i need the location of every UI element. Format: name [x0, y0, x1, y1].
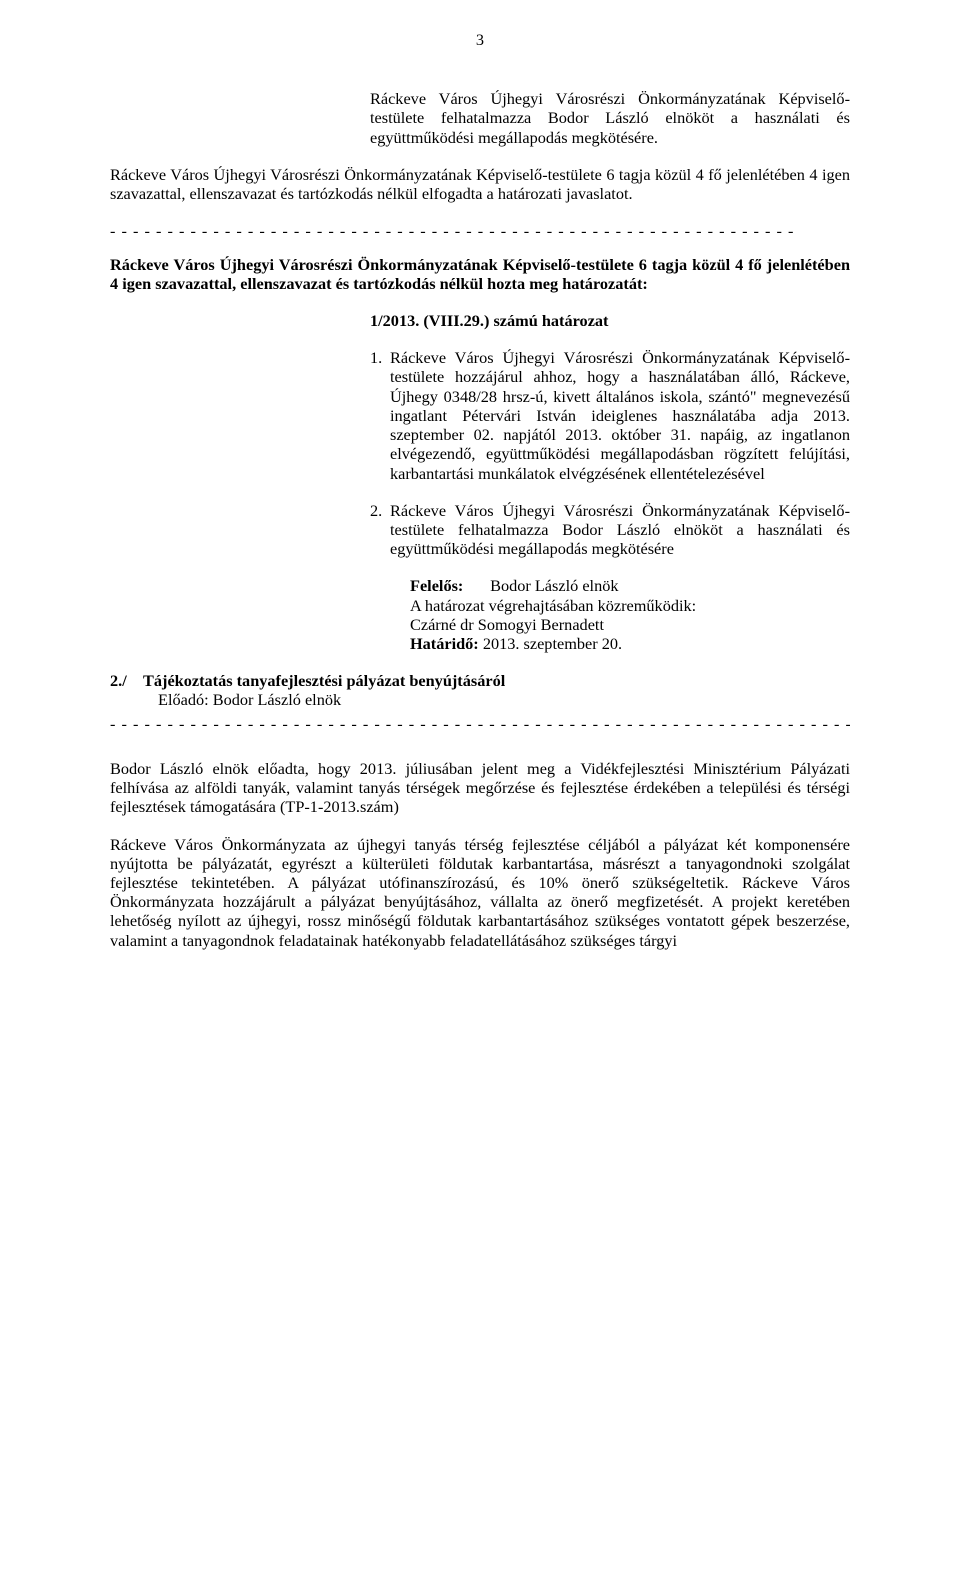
resolution-title: 1/2013. (VIII.29.) számú határozat — [370, 311, 850, 330]
cooperator-name: Czárné dr Somogyi Bernadett — [410, 615, 850, 634]
paragraph-authorization: Ráckeve Város Újhegyi Városrészi Önkormá… — [370, 89, 850, 147]
item-text: Ráckeve Város Újhegyi Városrészi Önkormá… — [390, 348, 850, 482]
felelos-label: Felelős: — [410, 576, 486, 595]
agenda-item-2: 2./ Tájékoztatás tanyafejlesztési pályáz… — [110, 671, 850, 709]
item-number: 2. — [370, 501, 382, 520]
agenda-number: 2./ — [110, 671, 127, 690]
paragraph-vote-result: Ráckeve Város Újhegyi Városrészi Önkormá… — [110, 165, 850, 203]
agenda-title: Tájékoztatás tanyafejlesztési pályázat b… — [143, 671, 505, 690]
agenda-presenter: Előadó: Bodor László elnök — [158, 690, 850, 709]
item-number: 1. — [370, 348, 382, 367]
hatarido-label: Határidő: — [410, 634, 479, 653]
separator-dashes-long: - - - - - - - - - - - - - - - - - - - - … — [110, 714, 850, 733]
item-text: Ráckeve Város Újhegyi Városrészi Önkormá… — [390, 501, 850, 558]
paragraph-resolution-intro: Ráckeve Város Újhegyi Városrészi Önkormá… — [110, 255, 850, 293]
hatarido-value: 2013. szeptember 20. — [483, 634, 622, 653]
cooperation-line: A határozat végrehajtásában közreműködik… — [410, 596, 850, 615]
responsibility-block: Felelős: Bodor László elnök A határozat … — [410, 576, 850, 653]
felelos-value: Bodor László elnök — [490, 576, 618, 595]
resolution-item-2: 2. Ráckeve Város Újhegyi Városrészi Önko… — [390, 501, 850, 559]
paragraph-rackeve-application: Ráckeve Város Önkormányzata az újhegyi t… — [110, 835, 850, 950]
resolution-item-1: 1. Ráckeve Város Újhegyi Városrészi Önko… — [390, 348, 850, 483]
page-number: 3 — [110, 30, 850, 49]
separator-dashes: - - - - - - - - - - - - - - - - - - - - … — [110, 221, 850, 240]
paragraph-bodor-intro: Bodor László elnök előadta, hogy 2013. j… — [110, 759, 850, 817]
